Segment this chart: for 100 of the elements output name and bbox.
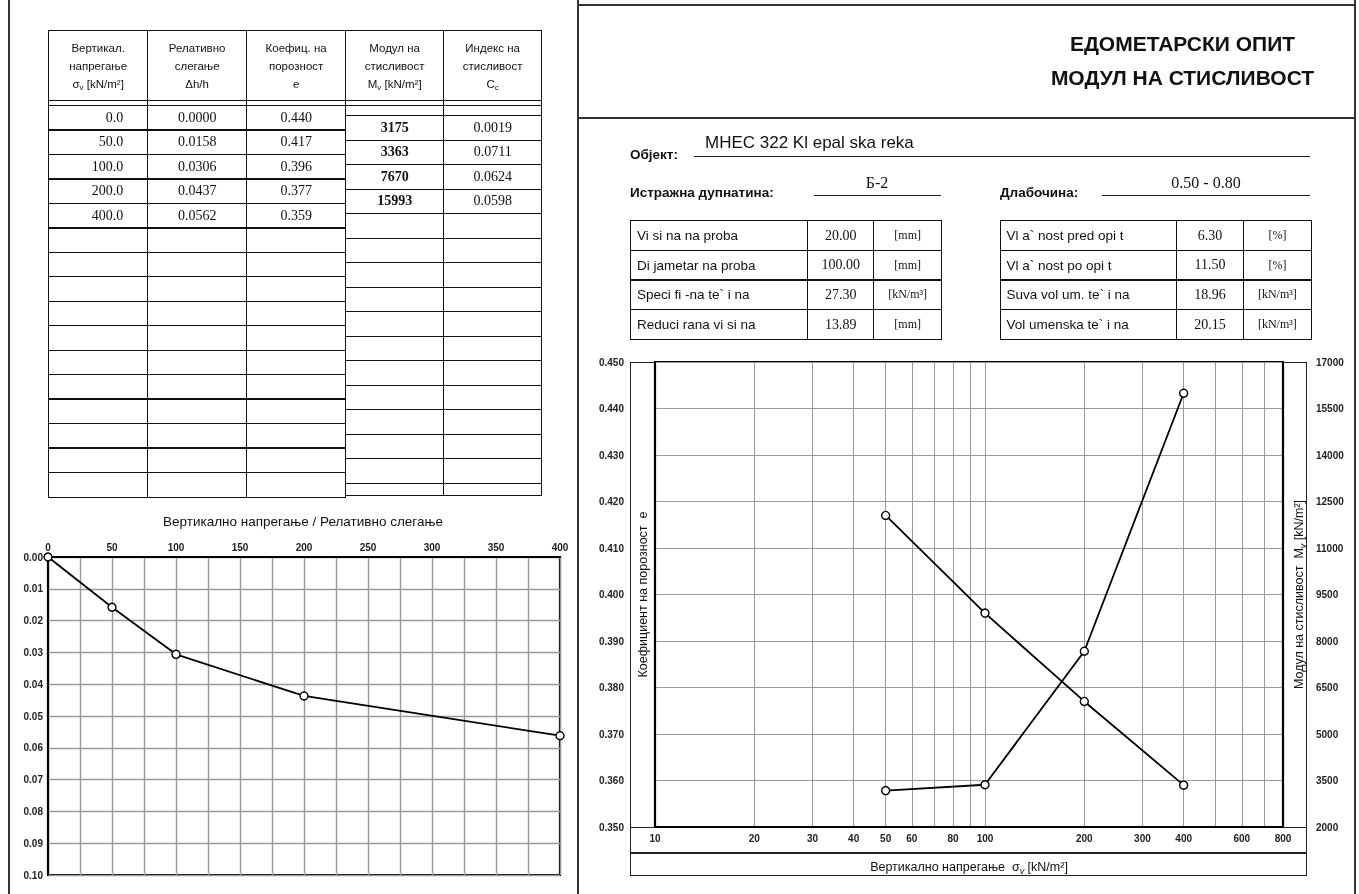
text: 400.0 <box>91 207 124 224</box>
text: 0.0000 <box>177 109 217 126</box>
y-tick-label: 0.04 <box>23 678 44 690</box>
text: Длабочина: <box>1000 185 1079 200</box>
y-tick-label: 0.09 <box>23 837 44 849</box>
text: [mm] <box>894 257 921 273</box>
text: 0.0598 <box>473 193 512 210</box>
x-tick-label: 600 <box>1233 832 1251 844</box>
y-tick-label: 0.440 <box>598 403 625 414</box>
text: [kN/m³] <box>888 287 928 303</box>
text: [kN/m³] <box>1257 287 1297 303</box>
point <box>980 780 990 790</box>
x-tick-label: 50 <box>880 832 892 844</box>
text: 15993 <box>377 193 413 210</box>
point <box>880 510 891 521</box>
y-tick-label: 0.05 <box>23 710 44 722</box>
text: 0.417 <box>280 134 312 151</box>
point <box>1079 646 1090 656</box>
point <box>555 731 565 741</box>
x-tick-label: 200 <box>295 541 313 553</box>
text: МНЕС 322 Kl epal ska reka <box>705 133 914 152</box>
text: Вертикал. напрегање σ$_{v}$ [kN/m²] <box>69 40 128 93</box>
y-tick-label: 0.350 <box>598 821 625 833</box>
text: Vol umenska te` i na <box>1006 317 1129 333</box>
text: Suva vol um. te` i na <box>1006 287 1130 303</box>
text: [%] <box>1268 257 1287 273</box>
text: Модул на стисливост M$_{v}$ [kN/m²] <box>364 40 425 93</box>
point <box>171 649 181 660</box>
x-tick-label: 200 <box>1075 832 1094 844</box>
text: 0.359 <box>280 207 312 224</box>
y-tick-label: 0.430 <box>598 449 625 461</box>
point <box>1079 696 1090 707</box>
text: Vl a` nost po opi t <box>1006 257 1112 273</box>
x-tick-label: 10 <box>649 832 661 844</box>
y-tick-label: 0.07 <box>23 774 44 786</box>
text: [mm] <box>894 228 921 243</box>
point <box>107 602 117 612</box>
y-tick-label: 0.410 <box>598 542 625 554</box>
text: Vi si na na proba <box>637 228 739 243</box>
y2-tick-label: 6500 <box>1316 682 1339 693</box>
text: 50.0 <box>98 134 124 151</box>
text: 3175 <box>380 119 409 136</box>
x-tick-label: 300 <box>423 541 441 553</box>
x-tick-label: 300 <box>1134 832 1152 844</box>
text: Индекс на стисливост C$_{c}$ <box>462 40 523 93</box>
text: 0.0158 <box>177 134 217 151</box>
chart-title: Вертикално напрегање / Релативно слегање <box>163 514 443 529</box>
x-tick-label: 250 <box>359 541 377 553</box>
text: 6.30 <box>1197 227 1223 244</box>
y2-axis-title: Модул на стисливост Mv [kN/m²] <box>1292 499 1308 690</box>
text: 3363 <box>380 144 409 161</box>
x-tick-label: 100 <box>976 832 994 844</box>
text: Коефиц. на порозност e <box>265 40 327 92</box>
text: [mm] <box>894 317 921 333</box>
text: [%] <box>1268 228 1287 243</box>
y2-tick-label: 9500 <box>1316 589 1339 600</box>
x-tick-label: 30 <box>806 832 819 844</box>
y2-tick-label: 8000 <box>1316 635 1339 647</box>
text: Speci fi -na te` i na <box>637 287 750 303</box>
x-tick-label: 400 <box>551 541 569 553</box>
x-tick-label: 150 <box>231 541 249 553</box>
text: Di jametar na proba <box>637 257 756 273</box>
text: 0.0306 <box>177 158 217 175</box>
text: Reduci rana vi si na <box>637 317 756 333</box>
y2-tick-label: 11000 <box>1316 542 1344 554</box>
x-tick-label: 350 <box>487 541 505 553</box>
text: 100.00 <box>821 257 860 274</box>
y-tick-label: 0.08 <box>23 805 44 817</box>
text: 13.89 <box>824 316 857 333</box>
y-tick-label: 0.370 <box>598 728 625 740</box>
y-axis-title: Коефициент на порозност e <box>635 511 650 678</box>
text: 0.440 <box>280 109 312 126</box>
y-tick-label: 0.400 <box>598 589 625 600</box>
x-tick-label: 20 <box>748 832 761 844</box>
x-tick-label: 400 <box>1175 832 1193 844</box>
text: 0.50 - 0.80 <box>1171 174 1241 191</box>
y-tick-label: 0.01 <box>23 583 44 595</box>
text: Vl a` nost pred opi t <box>1006 228 1124 243</box>
y2-tick-label: 15500 <box>1316 403 1345 414</box>
text: Релативно слегање Δh/h <box>168 40 226 92</box>
point <box>43 552 53 562</box>
text: 11.50 <box>1194 257 1226 274</box>
y-tick-label: 0.420 <box>598 496 625 507</box>
y-tick-label: 0.450 <box>598 356 625 368</box>
text: 0.0437 <box>177 183 217 200</box>
text: 0.0 <box>105 109 124 126</box>
y2-tick-label: 5000 <box>1316 728 1339 740</box>
text: 0.0562 <box>177 207 217 224</box>
text: 20.00 <box>824 227 857 244</box>
text: 200.0 <box>91 183 124 200</box>
y2-tick-label: 14000 <box>1316 449 1345 461</box>
text: 18.96 <box>1194 286 1226 303</box>
point <box>980 608 990 618</box>
y2-tick-label: 2000 <box>1316 821 1339 833</box>
x-tick-label: 0 <box>45 541 52 553</box>
y-tick-label: 0.00 <box>23 551 44 563</box>
text: 20.15 <box>1194 316 1226 333</box>
y2-tick-label: 3500 <box>1316 775 1339 786</box>
x-tick-label: 800 <box>1274 832 1292 844</box>
text: 0.377 <box>280 183 312 200</box>
